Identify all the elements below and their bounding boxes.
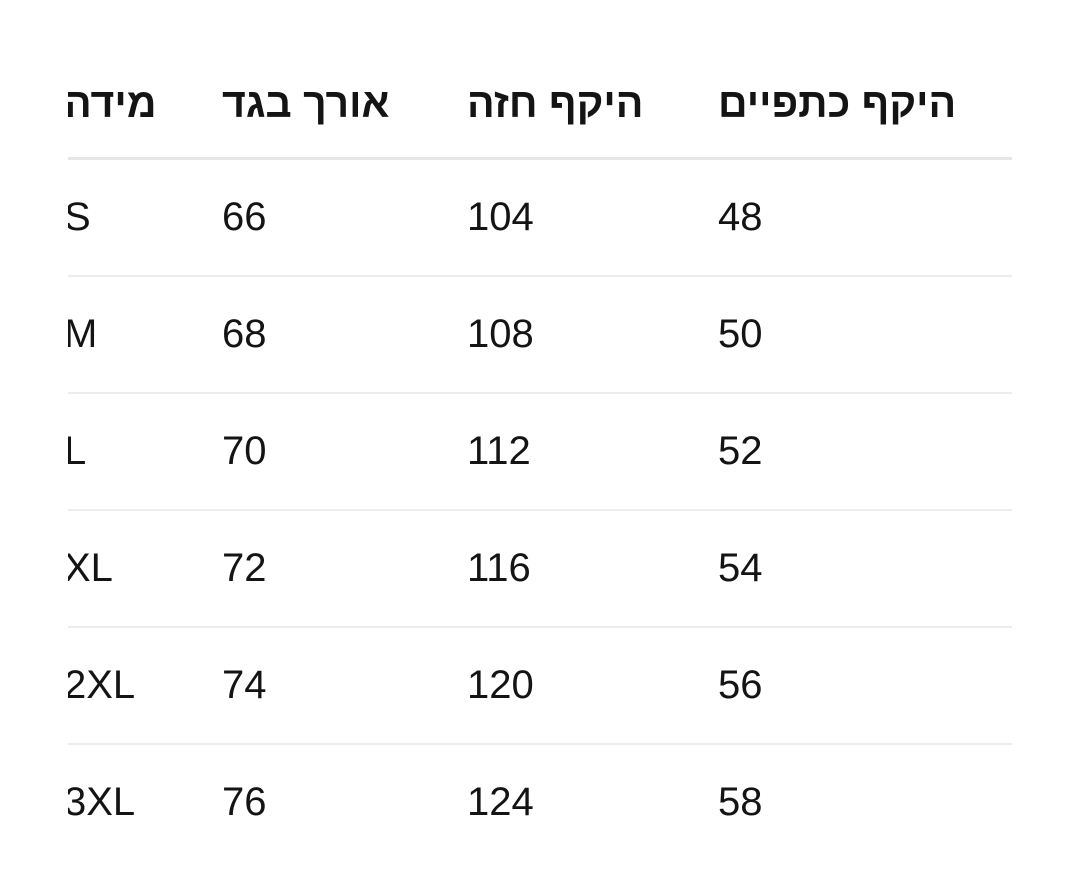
divider bbox=[68, 275, 1012, 277]
cell-garment-length: 70 bbox=[222, 429, 267, 473]
divider bbox=[68, 743, 1012, 745]
cell-shoulder-circumference: 52 bbox=[718, 429, 763, 473]
cell-size: 2XL bbox=[68, 663, 136, 707]
cell-garment-length: 74 bbox=[222, 663, 267, 707]
cell-shoulder-circumference: 56 bbox=[718, 663, 763, 707]
header-size: מידה bbox=[68, 80, 157, 126]
divider bbox=[68, 626, 1012, 628]
header-shoulder-circumference: היקף כתפיים bbox=[718, 80, 957, 126]
cell-shoulder-circumference: 58 bbox=[718, 780, 763, 824]
cell-chest-circumference: 120 bbox=[467, 663, 534, 707]
cell-shoulder-circumference: 54 bbox=[718, 546, 763, 590]
cell-garment-length: 66 bbox=[222, 195, 267, 239]
size-table: מידה אורך בגד היקף חזה היקף כתפיים S 66 10… bbox=[68, 0, 1080, 879]
divider bbox=[68, 509, 1012, 511]
header-chest-circumference: היקף חזה bbox=[467, 80, 644, 126]
cell-shoulder-circumference: 48 bbox=[718, 195, 763, 239]
table-row: 3XL 76 124 58 bbox=[68, 744, 1012, 861]
cell-chest-circumference: 116 bbox=[467, 546, 531, 590]
cell-size: M bbox=[68, 312, 98, 356]
cell-size: 3XL bbox=[68, 780, 136, 824]
header-garment-length: אורך בגד bbox=[222, 80, 390, 126]
table-row: S 66 104 48 bbox=[68, 159, 1012, 276]
cell-garment-length: 76 bbox=[222, 780, 267, 824]
cell-chest-circumference: 108 bbox=[467, 312, 534, 356]
table-row: M 68 108 50 bbox=[68, 276, 1012, 393]
cell-size: S bbox=[68, 195, 91, 239]
cell-garment-length: 72 bbox=[222, 546, 267, 590]
table-header: מידה אורך בגד היקף חזה היקף כתפיים bbox=[68, 45, 1012, 162]
divider bbox=[68, 392, 1012, 394]
cell-shoulder-circumference: 50 bbox=[718, 312, 763, 356]
divider bbox=[68, 157, 1012, 160]
cell-chest-circumference: 124 bbox=[467, 780, 534, 824]
cell-chest-circumference: 104 bbox=[467, 195, 534, 239]
cell-garment-length: 68 bbox=[222, 312, 267, 356]
table-row: XL 72 116 54 bbox=[68, 510, 1012, 627]
cell-size: L bbox=[68, 429, 87, 473]
cell-chest-circumference: 112 bbox=[467, 429, 531, 473]
table-row: 2XL 74 120 56 bbox=[68, 627, 1012, 744]
table-row: L 70 112 52 bbox=[68, 393, 1012, 510]
cell-size: XL bbox=[68, 546, 113, 590]
